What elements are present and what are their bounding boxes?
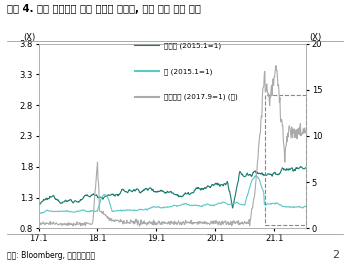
Text: 비트코인 (2017.9=1) (우): 비트코인 (2017.9=1) (우): [164, 94, 238, 101]
Text: 나스닥 (2015.1=1): 나스닥 (2015.1=1): [164, 42, 222, 49]
Text: 자료: Bloomberg, 하나금융투자: 자료: Bloomberg, 하나금융투자: [7, 251, 95, 260]
Text: 금 (2015.1=1): 금 (2015.1=1): [164, 68, 213, 75]
Text: (X): (X): [23, 33, 36, 42]
Bar: [265, 95, 306, 225]
Text: 2: 2: [332, 250, 340, 260]
Text: (X): (X): [309, 33, 321, 42]
Text: 그림 4. 낮은 실질금리 수혜 입어온 나스닥, 가상 화폐 가격 하락: 그림 4. 낮은 실질금리 수혜 입어온 나스닥, 가상 화폐 가격 하락: [7, 4, 201, 14]
